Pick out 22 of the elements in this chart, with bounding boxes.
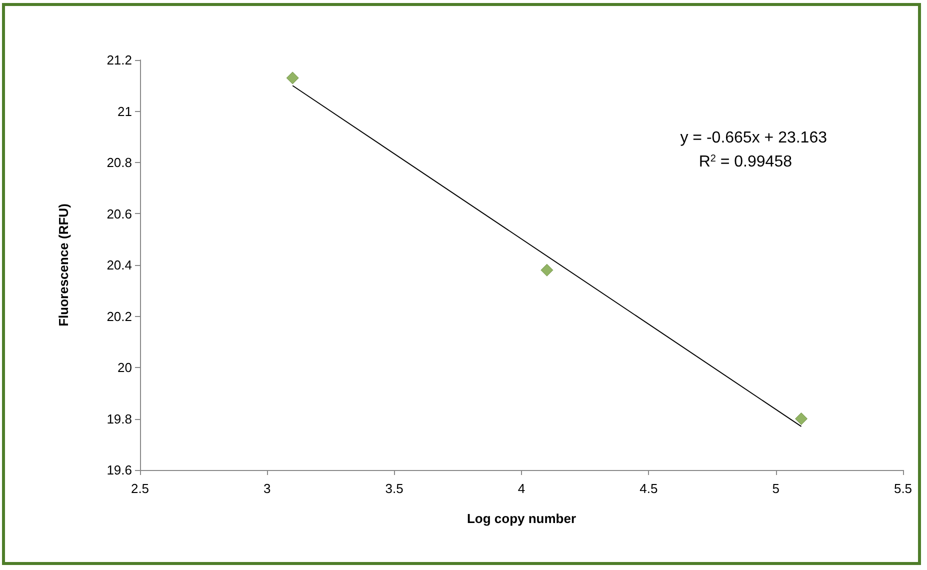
y-tick-label: 20.8 <box>106 155 132 170</box>
y-tick-label: 21.2 <box>106 52 132 68</box>
x-tick-label: 3.5 <box>385 481 404 496</box>
y-tick-label: 20.4 <box>106 258 132 272</box>
y-tick-label: 19.6 <box>106 462 132 478</box>
x-tick-label: 4 <box>518 481 526 496</box>
x-tick-label: 5 <box>772 481 780 496</box>
y-tick-label: 20.2 <box>106 308 132 324</box>
y-tick-label: 19.8 <box>106 411 132 426</box>
x-tick-label: 2.5 <box>130 481 150 496</box>
x-axis-title: Log copy number <box>466 511 576 526</box>
point <box>540 264 554 276</box>
point <box>795 412 808 425</box>
annotation: y = -0.665x + 23.163 <box>680 130 828 146</box>
x-tick-label: 4.5 <box>640 481 658 496</box>
point <box>286 72 299 84</box>
x-tick-label: 3 <box>264 481 271 496</box>
y-tick-label: 20 <box>118 360 132 375</box>
x-tick-label: 5.5 <box>894 481 912 496</box>
y-tick-label: 21 <box>118 104 132 119</box>
y-tick-label: 20.6 <box>106 206 132 222</box>
y-axis-title: Fluorescence (RFU) <box>56 204 71 326</box>
